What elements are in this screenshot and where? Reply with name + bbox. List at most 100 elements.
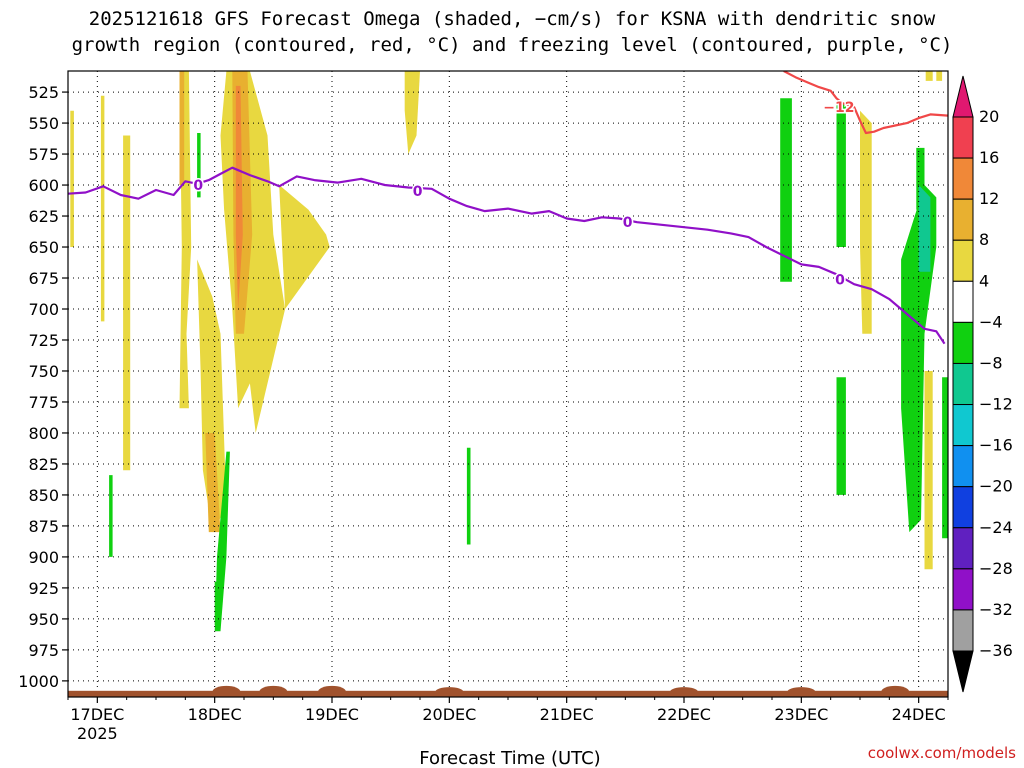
freezing-level-line <box>68 166 946 345</box>
omega-region-18 <box>466 447 471 545</box>
colorbar-swatch-1 <box>952 157 974 200</box>
omega-region-16 <box>197 133 201 198</box>
omega-region-22 <box>836 104 846 247</box>
colorbar-swatch-9 <box>952 486 974 529</box>
terrain-bump-4 <box>670 687 698 697</box>
terrain-bump-3 <box>435 687 464 697</box>
colorbar-label-1: 16 <box>979 148 999 167</box>
y-tick-label-1000: 1000 <box>18 672 59 691</box>
colorbar-swatch-6 <box>952 362 974 406</box>
omega-region-26 <box>942 377 948 539</box>
x-tick-label-19DEC: 19DEC <box>305 705 359 724</box>
colorbar-swatch-3 <box>952 239 974 282</box>
terrain-bump-2 <box>318 685 346 697</box>
omega-region-11 <box>924 371 933 570</box>
x-tick-label-24DEC: 24DEC <box>892 705 946 724</box>
x-tick-label-21DEC: 21DEC <box>540 705 594 724</box>
omega-region-15 <box>235 85 243 310</box>
terrain-bump-6 <box>881 685 910 697</box>
x-tick-label-17DEC: 17DEC <box>70 705 124 724</box>
colorbar-label-8: −16 <box>979 436 1013 455</box>
omega-region-0 <box>70 110 74 247</box>
colorbar-swatch-11 <box>952 568 974 611</box>
y-tick-label-950: 950 <box>28 610 59 629</box>
omega-region-19 <box>214 451 230 632</box>
y-tick-label-575: 575 <box>28 145 59 164</box>
colorbar-label-11: −28 <box>979 559 1013 578</box>
colorbar-label-12: −32 <box>979 600 1013 619</box>
colorbar-swatch-5 <box>952 321 974 364</box>
colorbar-label-13: −36 <box>979 641 1013 660</box>
colorbar-swatch-4 <box>952 280 974 323</box>
y-tick-label-700: 700 <box>28 300 59 319</box>
omega-region-21 <box>780 98 792 282</box>
omega-region-8 <box>860 110 872 334</box>
terrain-bump-5 <box>787 687 816 697</box>
omega-region-1 <box>100 95 105 322</box>
grid-layer <box>68 71 948 697</box>
x-tick-label-22DEC: 22DEC <box>657 705 711 724</box>
y-tick-label-900: 900 <box>28 548 59 567</box>
y-tick-label-825: 825 <box>28 455 59 474</box>
colorbar-swatch-12 <box>952 609 974 652</box>
colorbar-swatch-8 <box>952 445 974 488</box>
chart-title-line-2: growth region (contoured, red, °C) and f… <box>71 34 953 56</box>
colorbar-bottom-arrow <box>952 650 974 693</box>
y-tick-label-925: 925 <box>28 579 59 598</box>
y-tick-label-750: 750 <box>28 362 59 381</box>
x-tick-sublabel-17DEC: 2025 <box>77 724 118 743</box>
x-axis-label: Forecast Time (UTC) <box>419 748 600 768</box>
axis-layer: 525 550 575 600 625 650 675 700 725 750 775 800 825 8… <box>18 83 949 743</box>
freezing-level-line-label-0: 0 <box>193 178 203 194</box>
dgz-minus12-line <box>783 71 948 135</box>
omega-region-4 <box>197 259 227 533</box>
colorbar-label-2: 12 <box>979 189 999 208</box>
colorbar-top-arrow <box>952 75 974 118</box>
terrain-band <box>68 690 948 697</box>
omega-region-14 <box>205 433 221 533</box>
omega-region-17 <box>109 475 113 557</box>
colorbar-label-10: −24 <box>979 518 1013 537</box>
freezing-level-line-label-1: 0 <box>413 184 423 200</box>
y-tick-label-725: 725 <box>28 331 59 350</box>
y-tick-label-675: 675 <box>28 269 59 288</box>
omega-region-9 <box>925 71 933 81</box>
colorbar-label-4: 4 <box>979 271 989 290</box>
y-tick-label-775: 775 <box>28 393 59 412</box>
terrain-bump-0 <box>212 685 241 697</box>
dgz-minus12-line-label-0: −12 <box>823 100 854 116</box>
omega-region-20 <box>214 581 219 626</box>
omega-region-6 <box>279 185 330 309</box>
y-tick-label-875: 875 <box>28 517 59 536</box>
colorbar-label-7: −12 <box>979 395 1013 414</box>
omega-region-5 <box>220 71 286 433</box>
y-tick-label-525: 525 <box>28 83 59 102</box>
colorbar-label-3: 8 <box>979 230 989 249</box>
colorbar-swatch-2 <box>952 198 974 241</box>
terrain-bump-1 <box>259 685 288 697</box>
freezing-level-line-label-3: 0 <box>835 272 845 288</box>
omega-region-23 <box>836 377 846 495</box>
y-tick-label-850: 850 <box>28 486 59 505</box>
colorbar: 20 16 12 8 4 −4 −8 −12 −16 −20 −24 −28 −32 −36 <box>952 75 1013 693</box>
freezing-level-line-label-2: 0 <box>623 215 633 231</box>
y-tick-label-550: 550 <box>28 114 59 133</box>
colorbar-label-9: −20 <box>979 477 1013 496</box>
colorbar-label-0: 20 <box>979 107 999 126</box>
y-tick-label-975: 975 <box>28 641 59 660</box>
x-tick-label-20DEC: 20DEC <box>422 705 476 724</box>
chart-title-line-1: 2025121618 GFS Forecast Omega (shaded, −… <box>88 8 936 30</box>
omega-region-2 <box>123 135 131 471</box>
colorbar-label-6: −8 <box>979 353 1003 372</box>
colorbar-swatch-7 <box>952 404 974 447</box>
terrain-layer <box>68 685 948 697</box>
colorbar-label-5: −4 <box>979 312 1003 331</box>
colorbar-swatch-0 <box>952 116 974 159</box>
x-tick-label-23DEC: 23DEC <box>774 705 828 724</box>
credit-link[interactable]: coolwx.com/models <box>868 744 1016 762</box>
omega-region-27 <box>918 185 931 272</box>
y-tick-label-650: 650 <box>28 238 59 257</box>
y-tick-label-600: 600 <box>28 176 59 195</box>
colorbar-swatch-10 <box>952 527 974 570</box>
